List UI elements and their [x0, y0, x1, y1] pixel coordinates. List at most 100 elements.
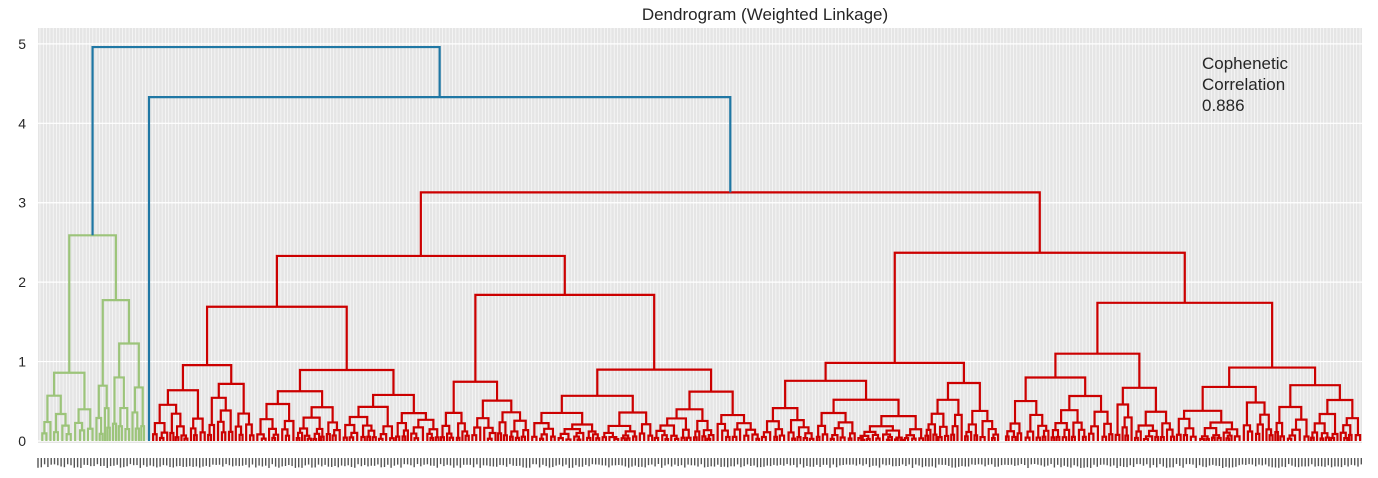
dendrogram-link: [426, 432, 433, 441]
dendrogram-link: [943, 434, 950, 441]
dendrogram-link: [871, 433, 880, 441]
y-axis-ticks: 0 1 2 3 4 5: [18, 36, 26, 449]
dendrogram-link: [559, 432, 570, 440]
dendrogram-link: [455, 436, 461, 441]
dendrogram-link: [664, 437, 670, 441]
dendrogram-link: [319, 435, 325, 441]
dendrogram-link: [1144, 435, 1154, 441]
dendrogram-link: [1103, 422, 1112, 437]
chart-title: Dendrogram (Weighted Linkage): [642, 5, 888, 24]
dendrogram-link: [325, 432, 331, 441]
dendrogram-link: [829, 437, 835, 441]
dendrogram-link: [514, 436, 520, 441]
dendrogram-link: [666, 417, 688, 430]
dendrogram-link: [576, 438, 582, 441]
dendrogram-link: [1203, 427, 1218, 437]
dendrogram-link: [696, 419, 709, 432]
y-tick-label: 3: [18, 195, 26, 211]
dendrogram-link: [950, 433, 956, 441]
dendrogram-link: [681, 428, 690, 438]
dendrogram-link: [189, 427, 197, 441]
dendrogram-link: [413, 437, 420, 441]
dendrogram-link: [117, 425, 123, 441]
dendrogram-link: [1072, 421, 1083, 437]
dendrogram-link: [1242, 424, 1252, 441]
dendrogram-link: [1006, 430, 1015, 437]
y-tick-label: 1: [18, 354, 26, 370]
dendrogram-link: [1081, 435, 1087, 441]
dendrogram-link: [1279, 435, 1285, 441]
dendrogram-link: [1303, 435, 1310, 441]
dendrogram-link: [804, 432, 813, 439]
dendrogram-link: [1142, 437, 1150, 441]
dendrogram-link: [174, 436, 180, 441]
dendrogram-link: [653, 436, 660, 441]
dendrogram-link: [971, 409, 989, 425]
dendrogram-link: [488, 431, 497, 441]
dendrogram-link: [1011, 435, 1017, 441]
dendrogram-link: [1050, 436, 1056, 441]
dendrogram-link: [113, 376, 125, 424]
dendrogram-link: [473, 426, 482, 441]
dendrogram-link: [1051, 429, 1060, 438]
dendrogram-link: [402, 429, 409, 441]
dendrogram-link: [1147, 429, 1158, 437]
dendrogram-link: [52, 371, 86, 410]
dendrogram-link: [1200, 435, 1209, 440]
dendrogram-link: [310, 406, 334, 423]
dendrogram-link: [1182, 434, 1189, 441]
dendrogram-link: [256, 433, 265, 441]
dendrogram-link: [820, 411, 847, 426]
dendrogram-link: [1013, 399, 1038, 424]
dendrogram-link: [930, 412, 945, 427]
dendrogram-link: [95, 416, 103, 441]
dendrogram-link: [755, 437, 761, 441]
dendrogram-link: [158, 403, 178, 424]
dendrogram-link: [170, 412, 182, 434]
annotation-line-3: 0.886: [1202, 96, 1245, 115]
dendrogram-link: [880, 415, 917, 430]
dendrogram-link: [533, 422, 550, 437]
dendrogram-link: [1124, 434, 1130, 441]
dendrogram-link: [1201, 385, 1257, 411]
dendrogram-link: [210, 396, 227, 425]
dendrogram-link: [964, 435, 969, 441]
dendrogram-link: [429, 436, 435, 441]
dendrogram-link: [745, 428, 757, 436]
dendrogram-link: [439, 436, 446, 441]
dendrogram-link: [366, 435, 372, 441]
dendrogram-link: [401, 435, 407, 441]
dendrogram-link: [508, 435, 514, 441]
dendrogram-link: [474, 293, 656, 382]
y-tick-label: 4: [18, 115, 26, 131]
dendrogram-link: [502, 434, 508, 441]
annotation-line-2: Correlation: [1202, 75, 1285, 94]
dendrogram-link: [199, 431, 206, 441]
dendrogram-link: [925, 428, 932, 441]
dendrogram-link: [620, 437, 626, 441]
dendrogram-link: [1259, 413, 1270, 430]
dendrogram-link: [701, 435, 707, 441]
dendrogram-link: [1278, 405, 1303, 424]
dendrogram-link: [1144, 410, 1168, 426]
dendrogram-link: [1199, 437, 1205, 441]
dendrogram-link: [238, 433, 244, 441]
dendrogram-link: [1060, 409, 1079, 424]
dendrogram-link: [234, 425, 243, 441]
dendrogram-link: [181, 364, 233, 391]
dendrogram-link: [692, 436, 698, 441]
dendrogram-link: [313, 432, 321, 441]
dendrogram-link: [688, 390, 734, 416]
y-tick-label: 2: [18, 274, 26, 290]
dendrogram-link: [74, 421, 84, 441]
dendrogram-link: [1330, 436, 1336, 441]
dendrogram-link: [312, 437, 318, 441]
annotation-line-1: Cophenetic: [1202, 54, 1289, 73]
dendrogram-link: [821, 433, 829, 441]
dendrogram-link: [1035, 436, 1041, 441]
dendrogram-link: [106, 426, 111, 441]
dendrogram-link: [1165, 428, 1174, 441]
dendrogram-link: [731, 435, 738, 441]
dendrogram-link: [903, 437, 910, 441]
